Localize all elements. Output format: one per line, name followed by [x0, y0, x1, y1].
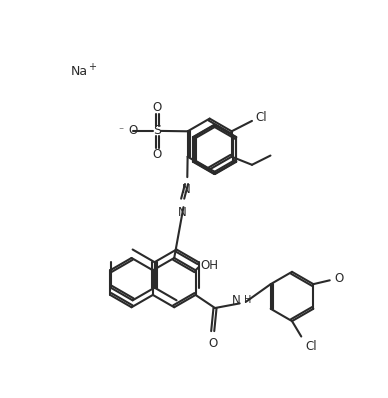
Text: OH: OH	[200, 259, 218, 272]
Text: N: N	[181, 183, 190, 196]
Text: S: S	[153, 125, 161, 137]
Text: ⁻: ⁻	[118, 126, 123, 136]
Text: H: H	[244, 295, 251, 305]
Text: O: O	[128, 125, 137, 137]
Text: Cl: Cl	[305, 340, 317, 353]
Text: O: O	[152, 101, 162, 113]
Text: N: N	[232, 294, 241, 307]
Text: Na: Na	[71, 65, 88, 78]
Text: Cl: Cl	[256, 111, 267, 124]
Text: O: O	[334, 272, 344, 285]
Text: O: O	[152, 148, 162, 161]
Text: +: +	[88, 62, 96, 72]
Text: O: O	[208, 337, 217, 349]
Text: N: N	[178, 207, 186, 219]
